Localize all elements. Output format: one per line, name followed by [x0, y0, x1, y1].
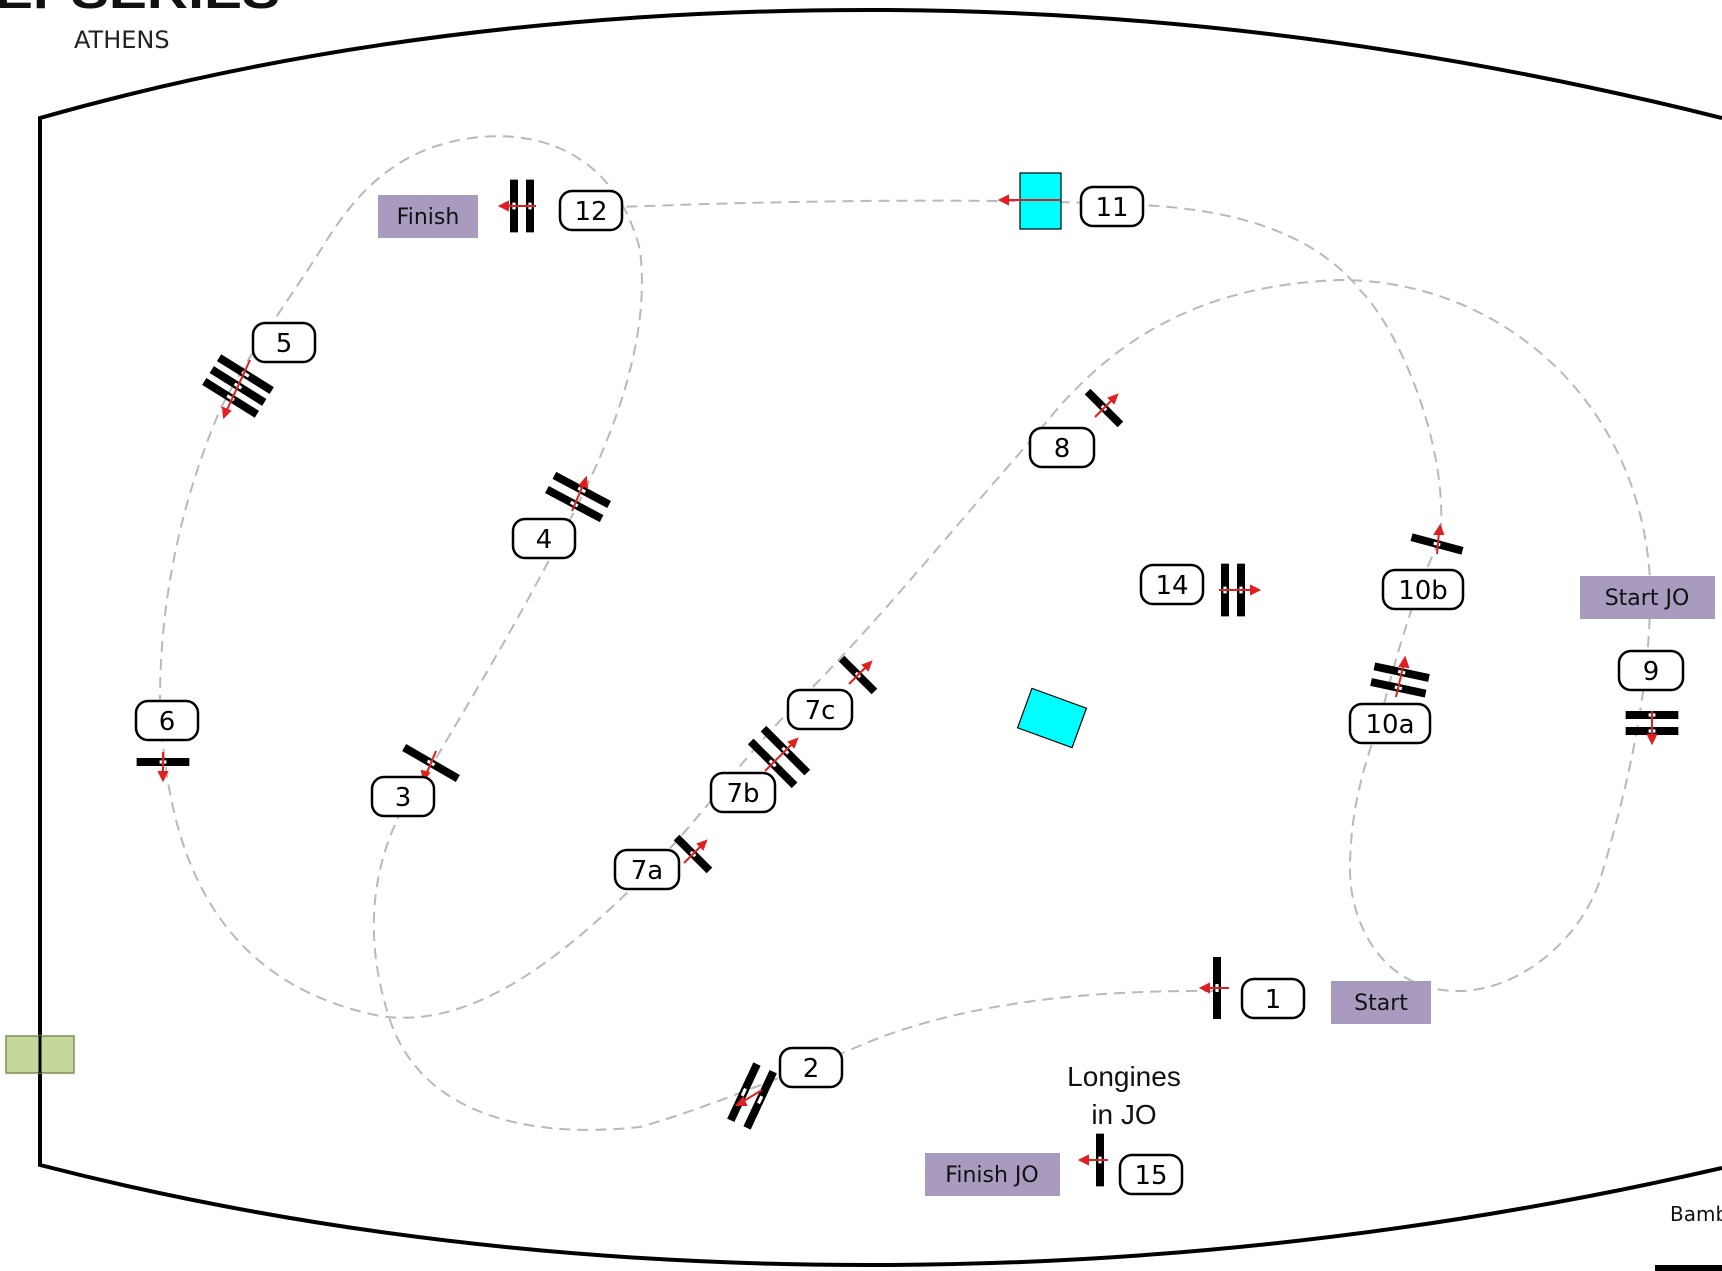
fence-label-1: 1 — [1242, 979, 1304, 1018]
svg-text:Finish JO: Finish JO — [945, 1163, 1038, 1188]
svg-text:10a: 10a — [1365, 710, 1414, 740]
svg-text:12: 12 — [574, 197, 607, 227]
fence-label-2: 2 — [780, 1048, 842, 1087]
svg-text:15: 15 — [1134, 1161, 1167, 1191]
fence-label-7c: 7c — [788, 690, 852, 729]
fence-label-14: 14 — [1141, 565, 1203, 604]
svg-text:7a: 7a — [631, 856, 663, 886]
fence-label-10b: 10b — [1383, 570, 1463, 609]
svg-text:4: 4 — [536, 525, 553, 555]
fence-label-15: 15 — [1120, 1155, 1182, 1194]
jo-note-line-2: in JO — [1091, 1099, 1156, 1130]
fence-label-6: 6 — [136, 701, 198, 740]
svg-text:10b: 10b — [1398, 576, 1448, 606]
fence-label-7b: 7b — [711, 773, 775, 812]
city-label: ATHENS — [74, 26, 170, 54]
start-marker: Start — [1331, 981, 1431, 1024]
jo-note-line-1: Longines — [1067, 1061, 1181, 1092]
series-title: LEPSERIES — [0, 0, 280, 19]
fence-label-3: 3 — [372, 777, 434, 816]
course-route — [160, 136, 1650, 1130]
svg-text:8: 8 — [1054, 434, 1071, 464]
entrance-gate — [6, 1036, 74, 1073]
footer-partial-text: Bamb — [1670, 1202, 1722, 1226]
fence-label-4: 4 — [513, 519, 575, 558]
direction-arrows — [159, 196, 1656, 1164]
svg-text:6: 6 — [159, 707, 176, 737]
fence-label-8: 8 — [1030, 428, 1094, 467]
fence-label-10a: 10a — [1350, 704, 1430, 743]
finish-jo-marker: Finish JO — [925, 1153, 1060, 1196]
svg-text:Finish: Finish — [397, 205, 460, 230]
svg-text:Start JO: Start JO — [1605, 586, 1690, 611]
svg-text:14: 14 — [1155, 571, 1188, 601]
fence-label-11: 11 — [1081, 187, 1143, 226]
fence-label-7a: 7a — [615, 850, 679, 889]
start-jo-marker: Start JO — [1580, 576, 1715, 619]
svg-text:5: 5 — [276, 329, 293, 359]
fence-label-12: 12 — [560, 191, 622, 230]
finish-marker: Finish — [378, 195, 478, 238]
svg-text:Start: Start — [1354, 991, 1408, 1016]
svg-text:1: 1 — [1265, 985, 1282, 1015]
arena-outline — [40, 10, 1722, 1265]
svg-text:7b: 7b — [726, 779, 759, 809]
svg-text:2: 2 — [803, 1054, 820, 1084]
svg-text:11: 11 — [1095, 193, 1128, 223]
fence-label-5: 5 — [253, 323, 315, 362]
svg-text:7c: 7c — [805, 696, 836, 726]
svg-text:3: 3 — [395, 783, 412, 813]
footer-bar — [1655, 1265, 1722, 1271]
svg-text:9: 9 — [1643, 657, 1660, 687]
water-tray — [1018, 688, 1087, 747]
fence-label-9: 9 — [1619, 651, 1683, 690]
